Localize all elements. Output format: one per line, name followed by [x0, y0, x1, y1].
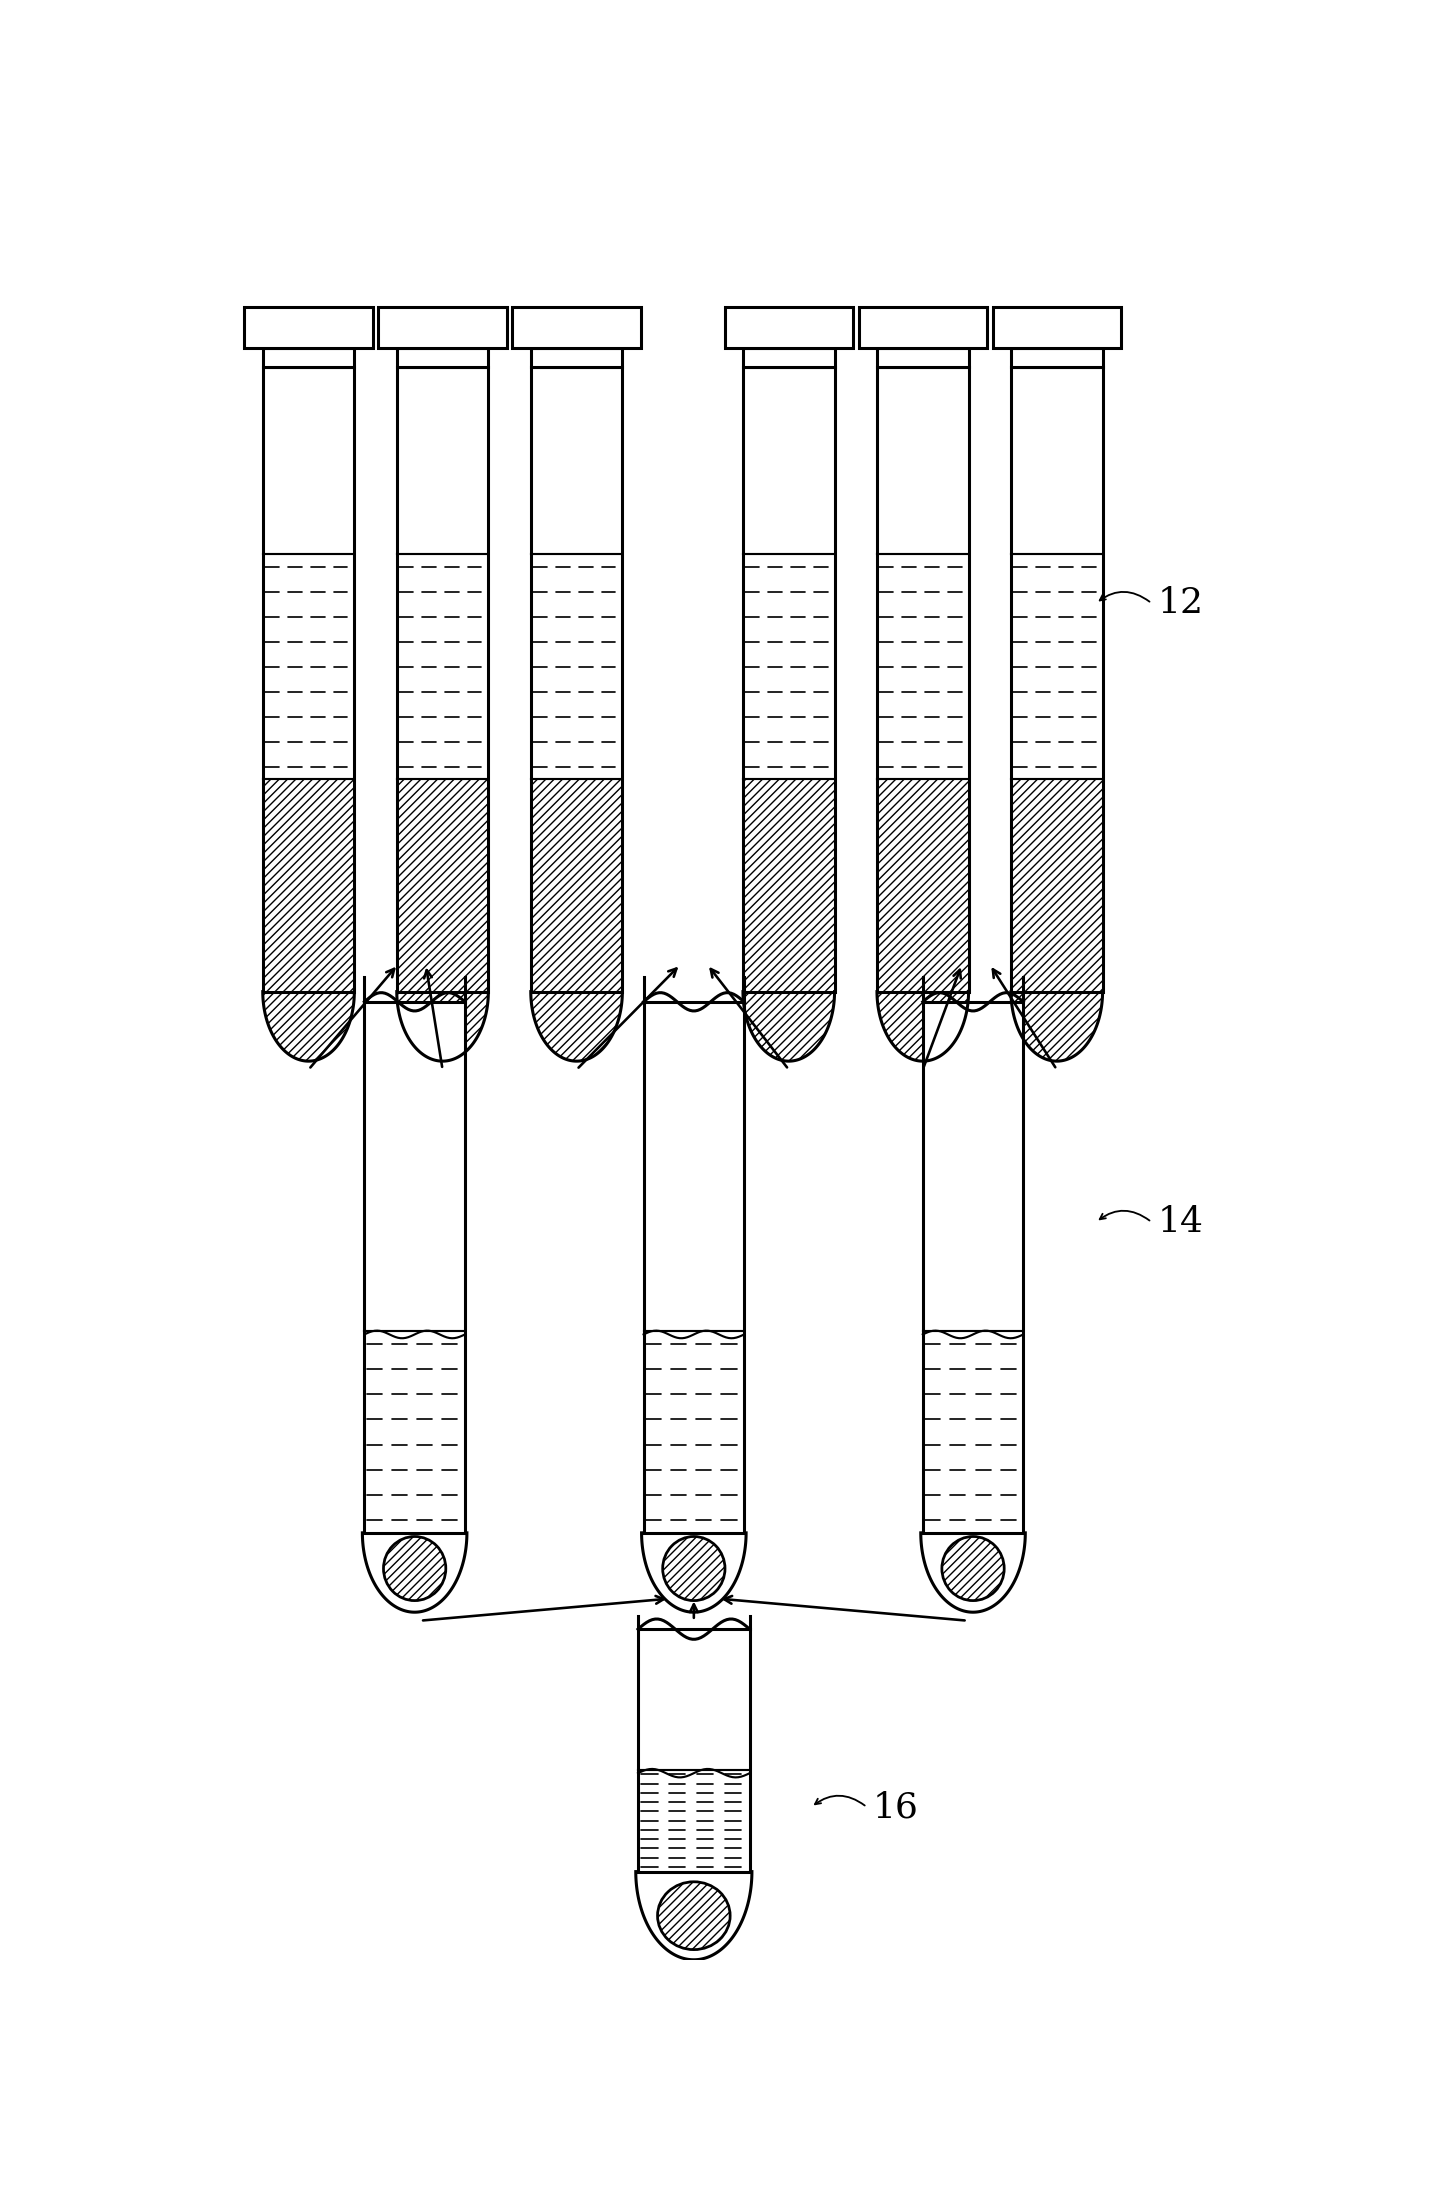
Bar: [1012, 780, 1102, 991]
Bar: [1012, 368, 1102, 991]
Bar: [878, 368, 968, 991]
PathPatch shape: [1012, 991, 1102, 1061]
Bar: [993, 306, 1121, 348]
Bar: [638, 1629, 749, 1872]
Polygon shape: [396, 991, 488, 1061]
Bar: [262, 780, 354, 991]
Polygon shape: [878, 991, 968, 1061]
Bar: [396, 348, 488, 368]
Polygon shape: [921, 1533, 1026, 1612]
Bar: [530, 555, 623, 780]
Bar: [262, 368, 354, 991]
Bar: [1012, 348, 1102, 368]
PathPatch shape: [530, 991, 623, 1061]
Bar: [638, 1770, 749, 1872]
Bar: [396, 555, 488, 780]
Bar: [922, 1002, 1023, 1533]
Bar: [644, 1002, 744, 1533]
Ellipse shape: [663, 1537, 725, 1601]
Polygon shape: [362, 1533, 467, 1612]
Bar: [365, 1330, 465, 1533]
PathPatch shape: [1012, 991, 1102, 1061]
Bar: [513, 306, 641, 348]
Ellipse shape: [657, 1883, 731, 1949]
Bar: [744, 348, 834, 368]
Bar: [744, 368, 834, 991]
Bar: [878, 348, 968, 368]
Bar: [638, 1629, 749, 1872]
Bar: [1012, 555, 1102, 780]
Polygon shape: [744, 991, 834, 1061]
Bar: [878, 368, 968, 555]
Ellipse shape: [383, 1537, 445, 1601]
Ellipse shape: [942, 1537, 1004, 1601]
Bar: [744, 368, 834, 555]
Bar: [878, 555, 968, 780]
Bar: [878, 780, 968, 991]
Bar: [262, 348, 354, 368]
PathPatch shape: [878, 991, 968, 1061]
Bar: [922, 1330, 1023, 1533]
Bar: [644, 1330, 744, 1533]
Bar: [396, 368, 488, 555]
PathPatch shape: [744, 991, 834, 1061]
Polygon shape: [635, 1872, 752, 1960]
Polygon shape: [641, 1533, 746, 1612]
Bar: [644, 1002, 744, 1533]
PathPatch shape: [530, 991, 623, 1061]
Bar: [1012, 368, 1102, 555]
Text: 14: 14: [1157, 1204, 1203, 1240]
Bar: [859, 306, 987, 348]
Bar: [744, 555, 834, 780]
PathPatch shape: [744, 991, 834, 1061]
Bar: [922, 1002, 1023, 1533]
Polygon shape: [262, 991, 354, 1061]
Bar: [245, 306, 373, 348]
Bar: [365, 1002, 465, 1533]
Text: 16: 16: [873, 1790, 918, 1823]
Bar: [725, 306, 853, 348]
Bar: [396, 780, 488, 991]
Bar: [530, 368, 623, 991]
Bar: [530, 368, 623, 555]
Text: 12: 12: [1157, 586, 1203, 621]
Bar: [262, 368, 354, 555]
Polygon shape: [530, 991, 623, 1061]
PathPatch shape: [262, 991, 354, 1061]
Bar: [396, 368, 488, 991]
PathPatch shape: [396, 991, 488, 1061]
Polygon shape: [1012, 991, 1102, 1061]
Bar: [365, 1002, 465, 1533]
Bar: [365, 1002, 465, 1330]
Bar: [644, 1002, 744, 1330]
Bar: [638, 1629, 749, 1770]
PathPatch shape: [396, 991, 488, 1061]
Bar: [379, 306, 507, 348]
PathPatch shape: [262, 991, 354, 1061]
Bar: [530, 780, 623, 991]
Bar: [262, 555, 354, 780]
Bar: [922, 1002, 1023, 1330]
Bar: [744, 780, 834, 991]
Bar: [530, 348, 623, 368]
PathPatch shape: [878, 991, 968, 1061]
